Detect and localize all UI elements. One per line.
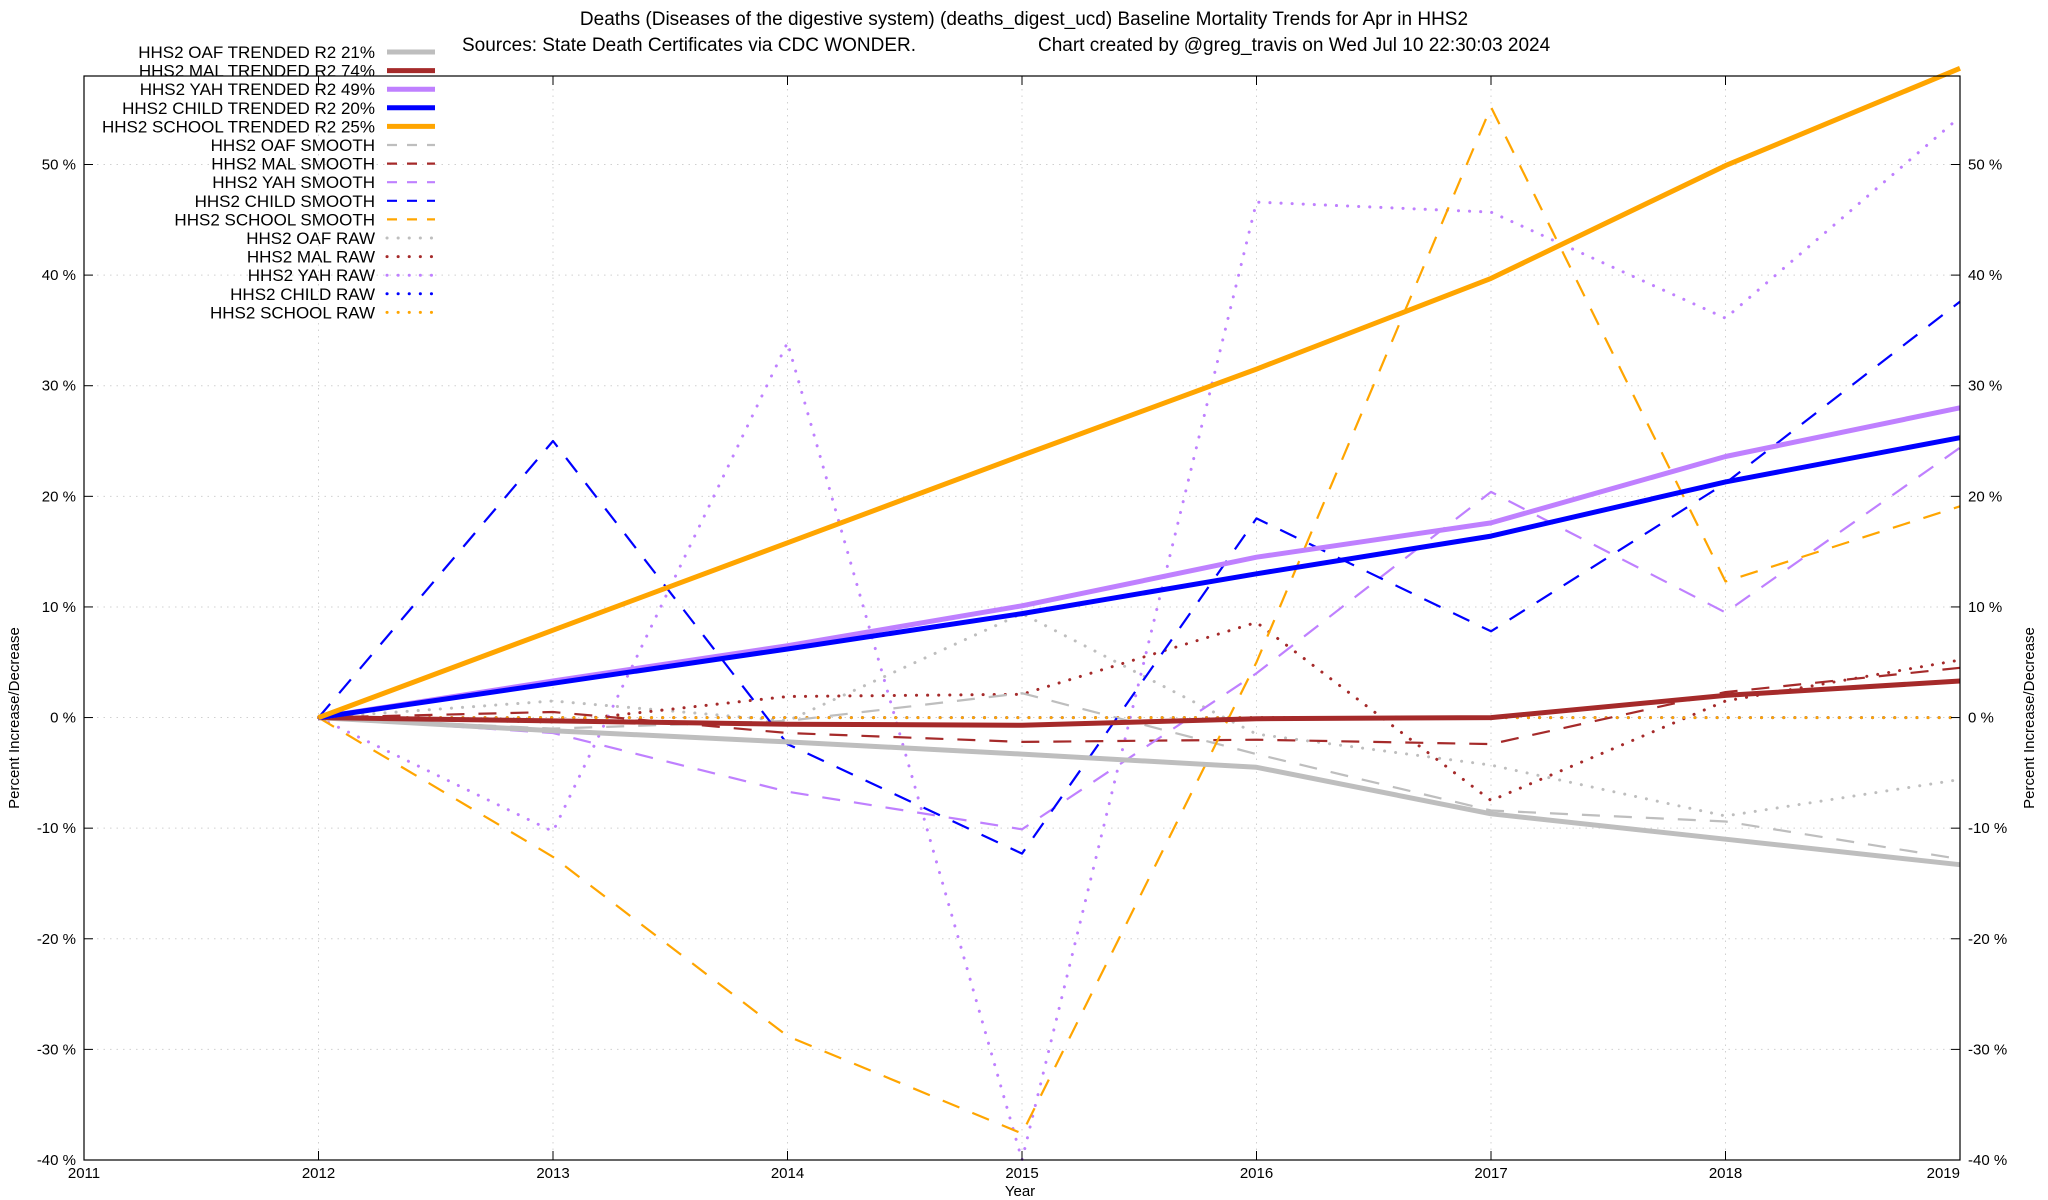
axis-ticks: -40 % -40 % -30 % -30 % -20 % -20 % -10 % -10 %…: [37, 76, 2007, 1182]
y-tick-label-right: 50 %: [1968, 156, 2002, 173]
x-tick-label: 2011: [68, 1165, 100, 1182]
y-tick-label-left: 50 %: [42, 156, 76, 173]
y-tick-label-right: -30 %: [1968, 1041, 2007, 1058]
legend-label: HHS2 YAH TRENDED R2 49%: [140, 80, 375, 99]
legend-label: HHS2 YAH SMOOTH: [212, 173, 375, 192]
series-line-3: [318, 435, 1961, 721]
series-line-5: [318, 692, 1961, 861]
series-line-6: [318, 666, 1961, 746]
chart-title-line2-right: Chart created by @greg_travis on Wed Jul…: [1038, 35, 1551, 56]
chart-title-line2-left: Sources: State Death Certificates via CD…: [462, 35, 916, 56]
legend-label: HHS2 OAF RAW: [246, 229, 375, 248]
y-tick-label-left: -10 %: [37, 820, 76, 837]
legend-label: HHS2 SCHOOL TRENDED R2 25%: [102, 117, 375, 136]
y-tick-label-left: 10 %: [42, 599, 76, 616]
series-line-0: [318, 715, 1961, 868]
legend-label: HHS2 YAH RAW: [248, 266, 375, 285]
y-tick-label-right: -10 %: [1968, 820, 2007, 837]
series-line-1: [318, 678, 1961, 728]
x-axis-label: Year: [1005, 1183, 1035, 1200]
y-tick-label-left: 30 %: [42, 378, 76, 395]
series-line-4: [317, 65, 1961, 720]
y-tick-label-right: 20 %: [1968, 488, 2002, 505]
y-tick-label-right: 40 %: [1968, 267, 2002, 284]
y-tick-label-right: -20 %: [1968, 931, 2007, 948]
y-tick-label-right: 10 %: [1968, 599, 2002, 616]
legend-label: HHS2 CHILD RAW: [230, 285, 375, 304]
y-tick-label-left: -20 %: [37, 931, 76, 948]
y-tick-label-left: 40 %: [42, 267, 76, 284]
y-tick-label-left: 0 %: [50, 710, 76, 727]
x-tick-label: 2013: [536, 1165, 569, 1182]
series-line-9: [317, 105, 1961, 1135]
legend-label: HHS2 SCHOOL RAW: [210, 303, 375, 322]
y-axis-label-left: Percent Increase/Decrease: [6, 627, 23, 809]
legend-label: HHS2 MAL TRENDED R2 74%: [139, 62, 375, 81]
x-tick-label: 2015: [1005, 1165, 1038, 1182]
y-tick-label-left: -30 %: [37, 1041, 76, 1058]
legend-label: HHS2 CHILD TRENDED R2 20%: [122, 99, 375, 118]
legend-label: HHS2 OAF TRENDED R2 21%: [138, 43, 375, 62]
legend-label: HHS2 OAF SMOOTH: [211, 136, 375, 155]
legend-label: HHS2 MAL SMOOTH: [211, 155, 375, 174]
x-tick-label: 2018: [1709, 1165, 1742, 1182]
y-tick-label-left: -40 %: [37, 1152, 76, 1169]
y-axis-label-right: Percent Increase/Decrease: [2021, 627, 2038, 809]
x-tick-label: 2012: [302, 1165, 335, 1182]
x-tick-label: 2016: [1240, 1165, 1273, 1182]
series-line-8: [317, 300, 1961, 855]
series-line-7: [318, 446, 1961, 831]
legend-label: HHS2 CHILD SMOOTH: [195, 192, 375, 211]
y-tick-label-left: 20 %: [42, 488, 76, 505]
y-tick-label-right: -40 %: [1968, 1152, 2007, 1169]
y-tick-label-right: 30 %: [1968, 378, 2002, 395]
x-tick-label: 2019: [1927, 1165, 1960, 1182]
legend: HHS2 OAF TRENDED R2 21%HHS2 MAL TRENDED …: [102, 43, 437, 322]
y-tick-label-right: 0 %: [1968, 710, 1994, 727]
chart-title-line1: Deaths (Diseases of the digestive system…: [580, 9, 1468, 30]
x-tick-label: 2014: [771, 1165, 804, 1182]
legend-label: HHS2 MAL RAW: [247, 248, 375, 267]
series-lines: [317, 65, 1962, 1162]
x-tick-label: 2017: [1474, 1165, 1507, 1182]
legend-label: HHS2 SCHOOL SMOOTH: [174, 210, 375, 229]
